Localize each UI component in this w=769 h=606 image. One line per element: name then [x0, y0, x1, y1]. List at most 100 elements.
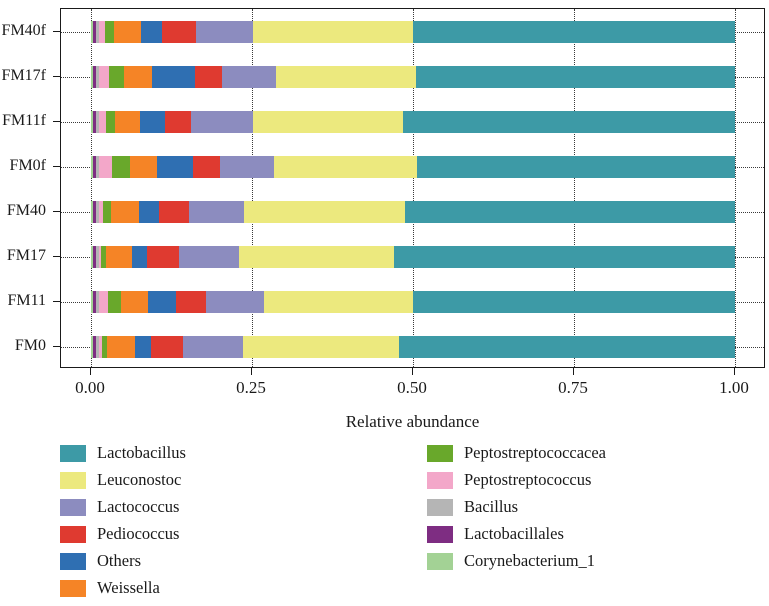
segment-Lactobacillus — [412, 290, 735, 313]
y-tick-label-FM17f: FM17f — [1, 66, 46, 84]
legend-label: Bacillus — [464, 497, 519, 516]
segment-Weissella — [124, 65, 153, 88]
legend-item-Weissella: Weissella — [60, 578, 160, 597]
y-tick — [53, 165, 60, 167]
v-gridline — [252, 9, 253, 367]
y-tick — [53, 255, 60, 257]
segment-Others — [131, 245, 147, 268]
segment-Lactobacillus — [399, 335, 735, 358]
legend-item-Peptostreptococcacea: Peptostreptococcacea — [427, 443, 607, 462]
segment-Lactobacillus — [404, 200, 735, 223]
stacked-bar-FM17 — [91, 245, 735, 268]
segment-Bacillus — [96, 65, 99, 88]
legend-item-Lactobacillales: Lactobacillales — [427, 524, 564, 543]
segment-Weissella — [107, 335, 135, 358]
segment-Pediococcus — [159, 200, 190, 223]
legend-label: Lactococcus — [97, 497, 180, 516]
segment-Peptostreptococcus — [98, 65, 109, 88]
v-gridline — [735, 9, 736, 367]
segment-Weissella — [114, 110, 140, 133]
y-tick — [53, 120, 60, 122]
legend-swatch-Lactobacillus — [60, 444, 86, 462]
x-tick — [90, 368, 91, 375]
y-tick — [53, 300, 60, 302]
x-tick-label: 1.00 — [719, 378, 749, 397]
segment-Others — [147, 290, 176, 313]
x-tick — [412, 368, 413, 375]
segment-Peptostreptococcacea — [101, 245, 107, 268]
segment-Lactococcus — [206, 290, 265, 313]
legend-item-Bacillus: Bacillus — [427, 497, 519, 516]
segment-Corynebacterium_1 — [91, 110, 93, 133]
segment-Lactobacillales — [92, 20, 97, 43]
segment-Bacillus — [96, 245, 99, 268]
segment-Others — [152, 65, 196, 88]
segment-Peptostreptococcus — [98, 200, 103, 223]
stacked-bar-FM11f — [91, 110, 735, 133]
segment-Lactobacillus — [412, 20, 735, 43]
segment-Lactobacillales — [92, 200, 97, 223]
plot-area — [60, 8, 765, 368]
legend-label: Lactobacillus — [97, 443, 186, 462]
segment-Weissella — [110, 200, 140, 223]
segment-Leuconostoc — [244, 200, 405, 223]
x-tick — [734, 368, 735, 375]
x-tick — [573, 368, 574, 375]
legend-label: Pediococcus — [97, 524, 180, 543]
segment-Peptostreptococcus — [98, 290, 108, 313]
legend-swatch-Lactococcus — [60, 498, 86, 516]
segment-Leuconostoc — [264, 290, 413, 313]
bar-row-FM40 — [61, 189, 764, 234]
y-tick — [53, 30, 60, 32]
stacked-bar-FM40f — [91, 20, 735, 43]
segment-Leuconostoc — [239, 245, 395, 268]
segment-Lactococcus — [183, 335, 243, 358]
segment-Pediococcus — [175, 290, 207, 313]
segment-Pediococcus — [146, 245, 179, 268]
v-gridline — [574, 9, 575, 367]
segment-Leuconostoc — [242, 335, 400, 358]
segment-Bacillus — [96, 110, 99, 133]
segment-Bacillus — [96, 290, 99, 313]
legend-swatch-Pediococcus — [60, 525, 86, 543]
y-tick — [53, 345, 60, 347]
bar-row-FM0 — [61, 324, 764, 369]
bar-row-FM40f — [61, 9, 764, 54]
segment-Leuconostoc — [252, 20, 413, 43]
bar-row-FM11f — [61, 99, 764, 144]
segment-Corynebacterium_1 — [91, 245, 93, 268]
segment-Peptostreptococcacea — [107, 290, 122, 313]
segment-Peptostreptococcacea — [105, 20, 114, 43]
segment-Lactococcus — [221, 65, 277, 88]
segment-Peptostreptococcus — [98, 245, 102, 268]
legend-item-Leuconostoc: Leuconostoc — [60, 470, 181, 489]
segment-Others — [139, 200, 160, 223]
stacked-bar-FM0 — [91, 335, 735, 358]
legend-item-Corynebacterium_1: Corynebacterium_1 — [427, 551, 595, 570]
y-tick-label-FM11: FM11 — [7, 291, 46, 309]
segment-Peptostreptococcacea — [111, 155, 131, 178]
legend-label: Lactobacillales — [464, 524, 564, 543]
segment-Corynebacterium_1 — [91, 155, 93, 178]
segment-Bacillus — [96, 20, 99, 43]
y-tick-label-FM0: FM0 — [14, 336, 46, 354]
segment-Lactobacillus — [394, 245, 735, 268]
segment-Lactobacillus — [417, 155, 735, 178]
segment-Bacillus — [96, 155, 99, 178]
legend-label: Peptostreptococcacea — [464, 443, 607, 462]
segment-Peptostreptococcus — [98, 110, 107, 133]
legend-label: Weissella — [97, 578, 160, 597]
segment-Pediococcus — [151, 335, 184, 358]
segment-Peptostreptococcacea — [109, 65, 125, 88]
legend-label: Others — [97, 551, 141, 570]
x-tick — [251, 368, 252, 375]
legend-swatch-Corynebacterium_1 — [427, 552, 453, 570]
y-tick-label-FM0f: FM0f — [9, 156, 46, 174]
legend-swatch-Leuconostoc — [60, 471, 86, 489]
legend-item-Lactococcus: Lactococcus — [60, 497, 180, 516]
v-gridline — [413, 9, 414, 367]
segment-Bacillus — [96, 200, 99, 223]
y-tick — [53, 75, 60, 77]
segment-Lactobacillales — [92, 335, 97, 358]
segment-Others — [139, 110, 165, 133]
